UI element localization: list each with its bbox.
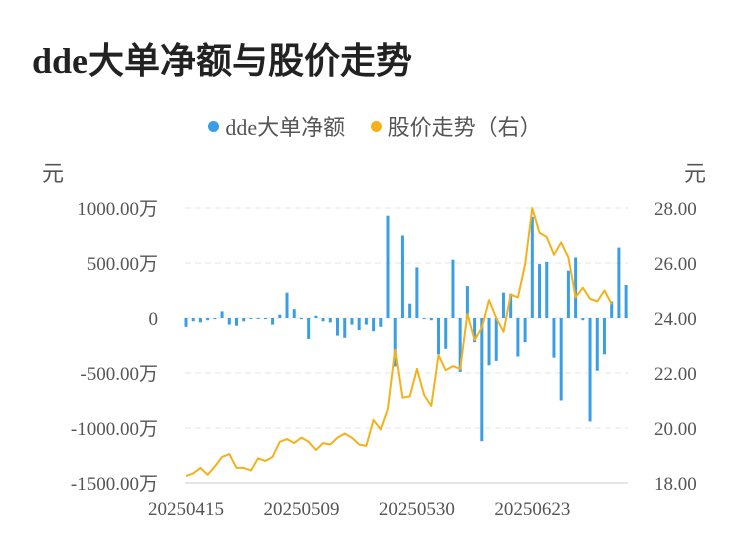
bar[interactable] xyxy=(602,318,606,355)
bar[interactable] xyxy=(242,318,246,322)
bar[interactable] xyxy=(343,318,347,338)
bar[interactable] xyxy=(285,292,289,318)
right-axis-unit: 元 xyxy=(684,161,707,186)
bar[interactable] xyxy=(379,318,383,327)
bar[interactable] xyxy=(588,318,592,422)
bar[interactable] xyxy=(566,270,570,318)
right-tick-label: 18.00 xyxy=(654,474,697,495)
bar[interactable] xyxy=(509,293,513,318)
bar[interactable] xyxy=(624,285,628,318)
right-tick-label: 26.00 xyxy=(654,254,697,275)
left-tick-label: -500.00万 xyxy=(80,364,158,385)
bar[interactable] xyxy=(213,318,217,320)
bar[interactable] xyxy=(249,318,253,319)
bar[interactable] xyxy=(408,303,412,318)
bar[interactable] xyxy=(574,257,578,319)
bar[interactable] xyxy=(278,314,282,318)
bar[interactable] xyxy=(516,318,520,357)
bar[interactable] xyxy=(314,315,318,318)
right-tick-label: 22.00 xyxy=(654,364,697,385)
bar[interactable] xyxy=(473,318,477,343)
bar[interactable] xyxy=(458,318,462,372)
bar[interactable] xyxy=(256,318,260,319)
legend-label-bar: dde大单净额 xyxy=(225,115,346,140)
left-tick-label: -1000.00万 xyxy=(71,419,158,440)
bar[interactable] xyxy=(191,318,195,322)
bar[interactable] xyxy=(336,318,340,336)
legend-item-bar[interactable]: dde大单净额 xyxy=(208,110,345,142)
bar[interactable] xyxy=(559,318,563,401)
bar[interactable] xyxy=(292,309,296,318)
bar[interactable] xyxy=(610,301,614,319)
bar[interactable] xyxy=(400,235,404,319)
bar[interactable] xyxy=(595,318,599,371)
bar[interactable] xyxy=(415,267,419,318)
bar[interactable] xyxy=(429,318,433,321)
bar[interactable] xyxy=(364,318,368,325)
right-tick-label: 24.00 xyxy=(654,309,697,330)
bar[interactable] xyxy=(545,261,549,318)
bar[interactable] xyxy=(328,318,332,323)
legend: dde大单净额 股价走势（右） xyxy=(0,110,750,142)
left-tick-label: 1000.00万 xyxy=(77,199,158,220)
left-tick-label: -1500.00万 xyxy=(71,474,158,495)
bar[interactable] xyxy=(263,318,267,320)
legend-dot-line-icon xyxy=(370,120,382,132)
bar[interactable] xyxy=(235,318,239,326)
bar[interactable] xyxy=(321,318,325,322)
bar[interactable] xyxy=(465,286,469,318)
right-tick-label: 28.00 xyxy=(654,199,697,220)
bar[interactable] xyxy=(299,318,303,320)
bar[interactable] xyxy=(552,318,556,358)
chart-title: dde大单净额与股价走势 xyxy=(32,41,413,81)
bar[interactable] xyxy=(227,318,231,325)
right-tick-label: 20.00 xyxy=(654,419,697,440)
bar[interactable] xyxy=(198,318,202,323)
bar[interactable] xyxy=(206,318,210,321)
bar[interactable] xyxy=(530,216,534,318)
bar[interactable] xyxy=(386,215,390,318)
price-line[interactable] xyxy=(185,207,613,478)
legend-dot-bar-icon xyxy=(208,120,220,132)
left-tick-label: 500.00万 xyxy=(87,254,158,275)
bar[interactable] xyxy=(271,318,275,325)
bar[interactable] xyxy=(538,264,542,318)
bar[interactable] xyxy=(451,259,455,318)
bar[interactable] xyxy=(480,318,484,442)
bar[interactable] xyxy=(357,318,361,331)
legend-label-line: 股价走势（右） xyxy=(387,115,542,140)
x-tick-label: 20250623 xyxy=(494,499,570,520)
bar[interactable] xyxy=(372,318,376,332)
bar[interactable] xyxy=(444,318,448,349)
left-axis-unit: 元 xyxy=(42,161,65,186)
bar[interactable] xyxy=(437,318,441,355)
bar[interactable] xyxy=(184,318,188,327)
legend-item-line[interactable]: 股价走势（右） xyxy=(370,110,542,142)
left-tick-label: 0 xyxy=(149,309,159,330)
bar[interactable] xyxy=(523,318,527,343)
bar[interactable] xyxy=(350,318,354,325)
bar[interactable] xyxy=(494,318,498,361)
bar[interactable] xyxy=(393,318,397,367)
bar[interactable] xyxy=(487,318,491,366)
x-tick-label: 20250509 xyxy=(263,499,339,520)
bar[interactable] xyxy=(422,318,426,320)
x-tick-label: 20250530 xyxy=(379,499,455,520)
bar[interactable] xyxy=(220,311,224,318)
x-tick-label: 20250415 xyxy=(148,499,224,520)
bar[interactable] xyxy=(581,318,585,321)
bar[interactable] xyxy=(307,318,311,339)
bar[interactable] xyxy=(617,247,621,318)
bar[interactable] xyxy=(501,292,505,318)
